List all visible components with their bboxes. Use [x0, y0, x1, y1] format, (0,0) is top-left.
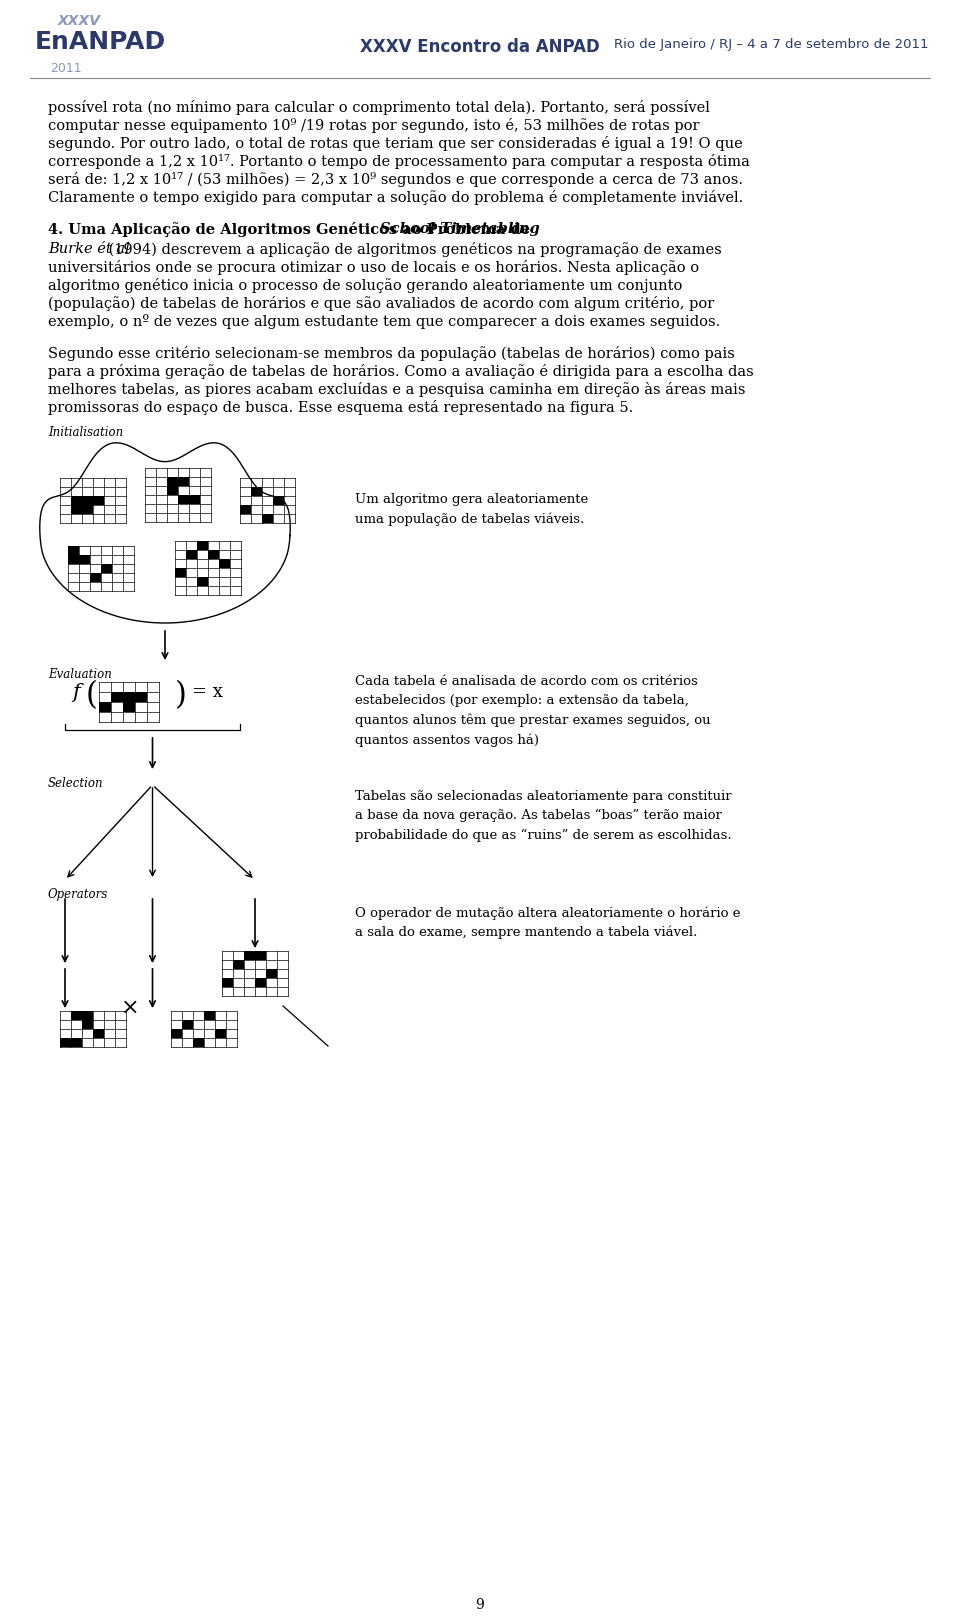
Text: Operators: Operators — [48, 889, 108, 902]
Bar — [93, 1029, 104, 1037]
Text: 9: 9 — [475, 1598, 485, 1613]
Text: computar nesse equipamento 10⁹ /19 rotas por segundo, isto é, 53 milhões de rota: computar nesse equipamento 10⁹ /19 rotas… — [48, 118, 700, 133]
Bar — [71, 496, 82, 504]
Text: XXXV: XXXV — [58, 15, 101, 27]
Text: (1994) descrevem a aplicação de algoritmos genéticos na programação de exames: (1994) descrevem a aplicação de algoritm… — [104, 242, 722, 257]
Bar — [204, 1012, 214, 1020]
Bar — [71, 1012, 82, 1020]
Bar — [82, 496, 93, 504]
Text: Burke ét al: Burke ét al — [48, 242, 130, 255]
Text: O operador de mutação altera aleatoriamente o horário e
a sala do exame, sempre : O operador de mutação altera aleatoriame… — [355, 907, 740, 939]
Bar — [71, 504, 82, 514]
Text: ×: × — [121, 997, 139, 1020]
Bar — [244, 950, 255, 960]
Bar — [255, 950, 266, 960]
Bar — [208, 549, 219, 559]
Bar — [68, 554, 79, 564]
Text: Tabelas são selecionadas aleatoriamente para constituir
a base da nova geração. : Tabelas são selecionadas aleatoriamente … — [355, 790, 732, 842]
Text: Rio de Janeiro / RJ – 4 a 7 de setembro de 2011: Rio de Janeiro / RJ – 4 a 7 de setembro … — [613, 39, 928, 52]
Bar — [266, 970, 277, 978]
Bar — [82, 1012, 93, 1020]
Bar — [123, 692, 135, 701]
Bar — [178, 477, 189, 486]
Bar — [255, 978, 266, 987]
Text: segundo. Por outro lado, o total de rotas que teriam que ser consideradas é igua: segundo. Por outro lado, o total de rota… — [48, 136, 743, 150]
Text: Segundo esse critério selecionam-se membros da população (tabelas de horários) c: Segundo esse critério selecionam-se memb… — [48, 346, 734, 360]
Bar — [181, 1020, 193, 1029]
Bar — [167, 477, 178, 486]
Bar — [251, 486, 262, 496]
Text: School Timetabling: School Timetabling — [379, 221, 540, 236]
Bar — [189, 494, 200, 504]
Text: ): ) — [175, 680, 187, 711]
Bar — [167, 486, 178, 494]
Text: Um algoritmo gera aleatoriamente
uma população de tabelas viáveis.: Um algoritmo gera aleatoriamente uma pop… — [355, 493, 588, 525]
Bar — [193, 1037, 204, 1047]
Bar — [68, 546, 79, 554]
Bar — [60, 1037, 71, 1047]
Bar — [71, 1037, 82, 1047]
Bar — [90, 574, 101, 582]
Text: 2011: 2011 — [50, 61, 82, 74]
Bar — [135, 692, 147, 701]
Text: = x: = x — [192, 684, 223, 701]
Text: corresponde a 1,2 x 10¹⁷. Portanto o tempo de processamento para computar a resp: corresponde a 1,2 x 10¹⁷. Portanto o tem… — [48, 154, 750, 170]
Text: promissoras do espaço de busca. Esse esquema está representado na figura 5.: promissoras do espaço de busca. Esse esq… — [48, 401, 634, 415]
Bar — [99, 701, 111, 713]
Text: para a próxima geração de tabelas de horários. Como a avaliação é dirigida para : para a próxima geração de tabelas de hor… — [48, 364, 754, 380]
Bar — [197, 541, 208, 549]
Bar — [111, 692, 123, 701]
Text: melhores tabelas, as piores acabam excluídas e a pesquisa caminha em direção às : melhores tabelas, as piores acabam exclu… — [48, 381, 746, 398]
Text: EnANPAD: EnANPAD — [35, 31, 166, 53]
Bar — [175, 567, 186, 577]
Text: Claramente o tempo exigido para computar a solução do problema é completamente i: Claramente o tempo exigido para computar… — [48, 191, 743, 205]
Text: universitários onde se procura otimizar o uso de locais e os horários. Nesta apl: universitários onde se procura otimizar … — [48, 260, 699, 275]
Text: f: f — [72, 684, 80, 701]
Bar — [101, 564, 112, 574]
Bar — [93, 496, 104, 504]
Text: Selection: Selection — [48, 777, 104, 790]
Text: Evaluation: Evaluation — [48, 667, 112, 680]
Bar — [171, 1029, 181, 1037]
Bar — [233, 960, 244, 970]
Bar — [240, 504, 251, 514]
Bar — [186, 549, 197, 559]
Text: exemplo, o nº de vezes que algum estudante tem que comparecer a dois exames segu: exemplo, o nº de vezes que algum estudan… — [48, 314, 720, 330]
Text: será de: 1,2 x 10¹⁷ / (53 milhões) = 2,3 x 10⁹ segundos e que corresponde a cerc: será de: 1,2 x 10¹⁷ / (53 milhões) = 2,3… — [48, 171, 743, 187]
Bar — [273, 496, 284, 504]
Text: algoritmo genético inicia o processo de solução gerando aleatoriamente um conjun: algoritmo genético inicia o processo de … — [48, 278, 683, 292]
Bar — [197, 577, 208, 587]
Bar — [262, 514, 273, 524]
Bar — [214, 1029, 226, 1037]
Text: possível rota (no mínimo para calcular o comprimento total dela). Portanto, será: possível rota (no mínimo para calcular o… — [48, 100, 709, 115]
Bar — [79, 554, 90, 564]
Bar — [82, 1020, 93, 1029]
Bar — [178, 494, 189, 504]
Text: Initialisation: Initialisation — [48, 427, 123, 440]
Bar — [82, 504, 93, 514]
Text: (: ( — [86, 680, 98, 711]
Text: XXXV Encontro da ANPAD: XXXV Encontro da ANPAD — [360, 39, 600, 57]
Bar — [123, 701, 135, 713]
Text: 4. Uma Aplicação de Algoritmos Genéticos ao Problema de: 4. Uma Aplicação de Algoritmos Genéticos… — [48, 221, 535, 238]
Text: (população) de tabelas de horários e que são avaliados de acordo com algum crité: (população) de tabelas de horários e que… — [48, 296, 714, 310]
Text: Cada tabela é analisada de acordo com os critérios
estabelecidos (por exemplo: a: Cada tabela é analisada de acordo com os… — [355, 675, 710, 747]
Bar — [222, 978, 233, 987]
Bar — [219, 559, 230, 567]
